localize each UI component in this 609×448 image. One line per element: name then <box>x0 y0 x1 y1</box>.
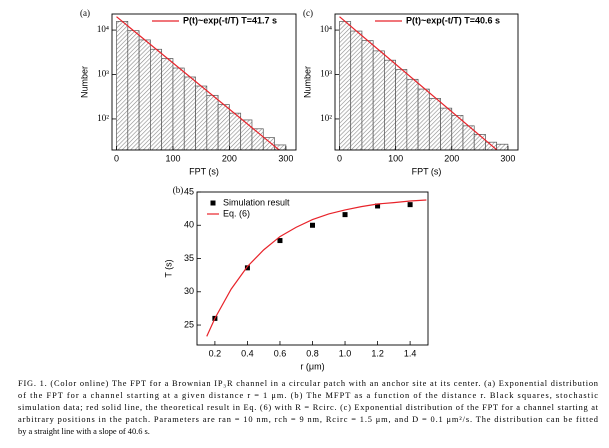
bar <box>138 39 151 150</box>
bar <box>496 143 509 150</box>
x-tick-label: 100 <box>165 153 180 163</box>
bar <box>417 88 430 150</box>
x-tick-label: 1.2 <box>371 348 384 358</box>
bar <box>372 50 385 150</box>
caption-line: simulation data; red solid line, the the… <box>18 403 599 412</box>
y-tick-label: 45 <box>184 186 194 196</box>
x-tick-label: 200 <box>444 153 459 163</box>
point <box>244 265 250 271</box>
x-tick-label: 0 <box>337 153 342 163</box>
curve <box>206 199 427 337</box>
y-tick-label: 10⁴ <box>97 24 109 34</box>
y-tick-label: 40 <box>184 220 194 230</box>
y-tick-label: 10³ <box>320 69 332 79</box>
x-tick-label: 0.4 <box>241 348 254 358</box>
x-tick-label: 0.2 <box>209 348 222 358</box>
bar <box>150 48 163 150</box>
bar <box>262 137 275 150</box>
point <box>375 203 381 209</box>
bar <box>384 59 396 150</box>
legend-label: P(t)~exp(-t/T) T=41.7 s <box>183 15 277 25</box>
legend-label: P(t)~exp(-t/T) T=40.6 s <box>406 15 500 25</box>
x-tick-label: 1.4 <box>404 348 417 358</box>
point <box>407 202 413 208</box>
bar <box>229 112 242 150</box>
x-axis-label: FPT (s) <box>189 166 219 176</box>
bar <box>240 119 253 150</box>
bar <box>406 78 419 150</box>
x-tick-label: 300 <box>278 153 293 163</box>
bar <box>172 67 185 150</box>
y-tick-label: 25 <box>184 319 194 329</box>
x-tick-label: 300 <box>500 153 515 163</box>
y-tick-label: 30 <box>184 286 194 296</box>
panel-label: (c) <box>303 8 313 18</box>
legend-label: Simulation result <box>223 197 290 207</box>
bar <box>195 85 208 150</box>
x-tick-label: 0 <box>114 153 119 163</box>
y-tick-label: 10² <box>97 113 109 123</box>
panel-label: (b) <box>173 185 184 195</box>
bar <box>473 134 486 150</box>
point <box>342 212 348 218</box>
bar <box>350 30 363 150</box>
caption-line: by a straight line with a slope of 40.6 … <box>18 427 150 436</box>
x-tick-label: 1.0 <box>339 348 352 358</box>
point <box>277 238 283 244</box>
bar <box>217 104 230 150</box>
y-axis-label: Number <box>302 66 312 98</box>
panel-label: (a) <box>80 8 90 18</box>
bar <box>428 98 441 150</box>
x-axis-label: FPT (s) <box>412 166 442 176</box>
bar <box>183 76 196 150</box>
caption-line: of the FPT for a channel starting at a g… <box>18 391 598 400</box>
y-axis-label: Number <box>79 66 89 98</box>
legend-marker <box>210 200 216 206</box>
fit-line <box>339 16 498 150</box>
legend-label: Eq. (6) <box>223 208 250 218</box>
y-tick-label: 10³ <box>97 69 109 79</box>
plot-frame <box>334 13 519 151</box>
bar <box>339 21 352 150</box>
caption-line: FIG. 1. (Color online) The FPT for a Bro… <box>18 379 599 388</box>
x-tick-label: 200 <box>222 153 237 163</box>
x-axis-label: r (μm) <box>300 361 324 371</box>
bar <box>451 115 464 150</box>
bar <box>206 94 219 150</box>
y-tick-label: 10⁴ <box>320 24 332 34</box>
x-tick-label: 0.8 <box>306 348 319 358</box>
bar <box>116 21 129 150</box>
x-tick-label: 0.6 <box>274 348 287 358</box>
y-tick-label: 10² <box>320 113 332 123</box>
bar <box>127 30 140 150</box>
bar <box>440 107 453 150</box>
y-axis-label: T (s) <box>163 259 173 277</box>
y-tick-label: 35 <box>184 253 194 263</box>
bar <box>395 69 408 150</box>
plot-frame <box>111 13 297 151</box>
x-tick-label: 100 <box>388 153 403 163</box>
fit-line <box>116 16 281 150</box>
caption-line: arbitrary positions in the patch. Parame… <box>18 415 599 424</box>
bar <box>161 58 174 150</box>
point <box>310 222 315 228</box>
bar <box>361 40 374 150</box>
